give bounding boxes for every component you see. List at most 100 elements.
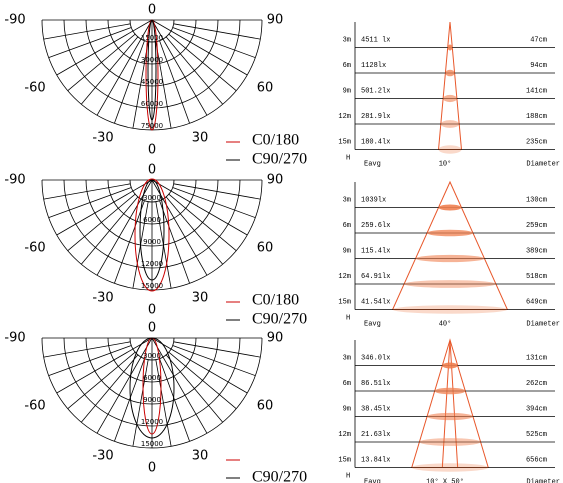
radial-label: 15000 — [141, 282, 163, 290]
illuminance: 1039lx — [361, 196, 386, 204]
polar-spoke — [132, 359, 149, 447]
polar-spoke — [48, 27, 132, 58]
cone — [411, 338, 489, 468]
polar-spoke — [80, 36, 139, 105]
angle-label: -30 — [92, 291, 113, 306]
angle-label: 30 — [192, 449, 209, 464]
polar-spoke — [168, 351, 237, 410]
polar-spoke — [80, 354, 139, 423]
beam-spot — [404, 280, 496, 288]
illuminance: 115.4lx — [361, 247, 390, 255]
beam-spot — [415, 254, 485, 263]
polar-spoke — [168, 33, 237, 92]
radial-label: 6000 — [143, 374, 161, 382]
distance: 15m — [338, 138, 351, 146]
distance: 6m — [343, 62, 351, 70]
angle-label: 60 — [257, 241, 274, 256]
diameter: 259cm — [526, 222, 547, 230]
diameter: 649cm — [526, 298, 547, 306]
angle-label: 30 — [192, 131, 209, 146]
diameter: 518cm — [526, 273, 547, 281]
illuminance: 21.63lx — [361, 431, 390, 439]
beam-angle: 10° X 50° — [426, 477, 464, 483]
angle-label: -90 — [4, 173, 25, 188]
illuminance: 259.6lx — [361, 222, 390, 230]
polar-spoke — [151, 19, 208, 116]
beam-spot — [427, 412, 473, 421]
h-label: H — [346, 154, 350, 162]
illuminance: 64.91lx — [361, 273, 390, 281]
polar-spoke — [151, 337, 248, 394]
angle-label: 0 — [148, 3, 156, 18]
h-label: H — [346, 314, 350, 322]
radial-label: 3000 — [143, 194, 161, 202]
polar-spoke — [48, 187, 132, 218]
polar-spoke — [159, 358, 190, 442]
polar-spoke — [96, 19, 153, 116]
angle-label: -60 — [24, 399, 45, 414]
polar-spoke — [165, 196, 224, 265]
distance: 3m — [343, 196, 351, 204]
angle-label: 90 — [267, 331, 284, 346]
angle-label: -60 — [24, 81, 45, 96]
radial-label: 30000 — [141, 56, 163, 64]
diameter: 656cm — [526, 456, 547, 464]
diameter: 262cm — [526, 380, 547, 388]
beam-spot — [445, 69, 455, 77]
illuminance: 1128lx — [361, 62, 386, 70]
polar-spoke — [56, 337, 153, 394]
angle-label: 0 — [148, 321, 156, 336]
beam-angle: 40° — [439, 319, 452, 328]
polar-spoke — [151, 19, 248, 76]
illuminance: 38.45lx — [361, 405, 390, 413]
diameter: 47cm — [530, 36, 547, 44]
distance: 15m — [338, 456, 351, 464]
polar-spoke — [114, 200, 145, 284]
diameter-header: Diameter — [526, 160, 560, 168]
legend-label: C0/180 — [252, 292, 299, 309]
angle-label: 0 — [148, 461, 156, 476]
polar-spoke — [96, 337, 153, 434]
h-label: H — [346, 472, 350, 480]
polar-spoke — [172, 345, 256, 376]
distance: 12m — [338, 273, 351, 281]
illuminance: 281.9lx — [361, 113, 390, 121]
polar-spoke — [56, 19, 153, 76]
distance: 9m — [343, 405, 351, 413]
polar-spoke — [155, 41, 172, 129]
illuminance: 501.2lx — [361, 87, 390, 95]
distance: 3m — [343, 354, 351, 362]
distance: 6m — [343, 380, 351, 388]
polar-spoke — [48, 345, 132, 376]
polar-spoke — [67, 193, 136, 252]
legend-label: C0/180 — [252, 132, 299, 149]
intensity-curve — [134, 178, 170, 292]
beam-spot — [440, 120, 460, 128]
polar-spoke — [168, 193, 237, 252]
diameter: 94cm — [530, 62, 547, 70]
beam-spot — [434, 387, 466, 395]
angle-label: 0 — [148, 303, 156, 318]
radial-label: 15000 — [141, 34, 163, 42]
polar-spoke — [173, 341, 261, 358]
distance: 12m — [338, 113, 351, 121]
polar-spoke — [159, 200, 190, 284]
angle-label: 0 — [148, 163, 156, 178]
illuminance: 346.0lx — [361, 354, 390, 362]
beam-spot — [427, 229, 473, 237]
intensity-curve — [139, 179, 165, 281]
beam-spot — [419, 438, 481, 446]
radial-label: 15000 — [141, 440, 163, 448]
eavg-label: Eavg — [364, 478, 381, 483]
polar-spoke — [151, 337, 208, 434]
diameter: 188cm — [526, 113, 547, 121]
diameter: 130cm — [526, 196, 547, 204]
diameter: 389cm — [526, 247, 547, 255]
polar-spoke — [43, 341, 131, 358]
polar-spoke — [67, 351, 136, 410]
angle-label: 90 — [267, 173, 284, 188]
beam-spot — [442, 362, 458, 369]
diameter-header: Diameter — [526, 478, 560, 483]
illuminance: 86.51lx — [361, 380, 390, 388]
beam-spot — [438, 204, 462, 211]
